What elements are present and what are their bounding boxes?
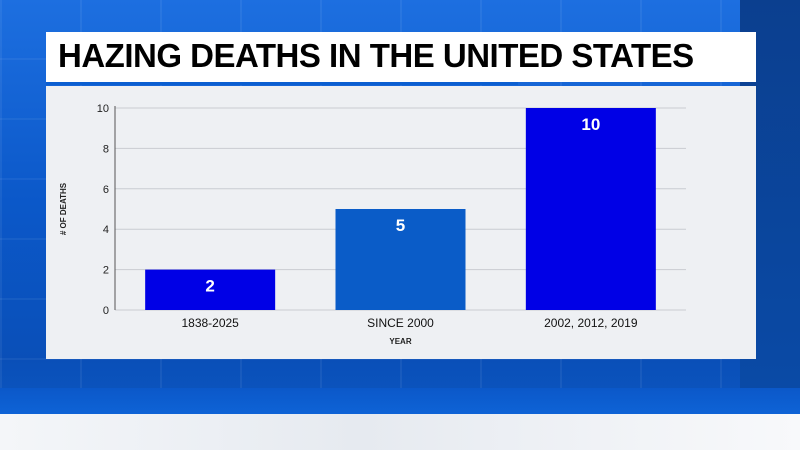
y-tick-label: 10 bbox=[97, 103, 109, 115]
chart-panel: 0 2 4 6 8 10 # OF DEATHS 2 1838-2025 5 SINCE 2000 1… bbox=[46, 86, 756, 359]
bar bbox=[335, 209, 466, 310]
x-category-label: SINCE 2000 bbox=[367, 316, 434, 330]
x-category-label: 1838-2025 bbox=[181, 316, 239, 330]
y-tick-label: 4 bbox=[103, 224, 109, 236]
chart-title: HAZING DEATHS IN THE UNITED STATES bbox=[58, 37, 694, 74]
background-lower-band bbox=[0, 388, 800, 414]
title-underline bbox=[46, 82, 518, 85]
bar bbox=[525, 108, 656, 310]
y-axis-label: # OF DEATHS bbox=[59, 182, 68, 235]
x-category-label: 2002, 2012, 2019 bbox=[544, 316, 638, 330]
x-axis-label: YEAR bbox=[389, 337, 411, 346]
y-tick-label: 2 bbox=[103, 265, 109, 277]
y-tick-label: 6 bbox=[103, 184, 109, 196]
bar-value-label: 5 bbox=[396, 216, 405, 235]
bar-value-label: 2 bbox=[205, 277, 214, 296]
bar-value-label: 10 bbox=[581, 115, 600, 134]
background-bottom-strip bbox=[0, 414, 800, 450]
title-bar: HAZING DEATHS IN THE UNITED STATES bbox=[46, 32, 756, 85]
y-tick-label: 8 bbox=[103, 143, 109, 155]
bar-chart: 0 2 4 6 8 10 # OF DEATHS 2 1838-2025 5 SINCE 2000 1… bbox=[59, 103, 686, 346]
y-tick-label: 0 bbox=[103, 305, 109, 317]
bar bbox=[145, 269, 276, 310]
